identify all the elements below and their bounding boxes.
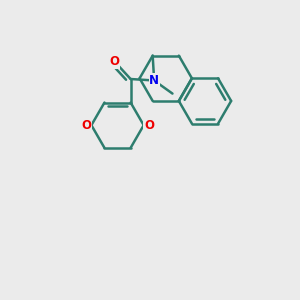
Text: N: N bbox=[149, 74, 159, 87]
Text: O: O bbox=[81, 119, 91, 132]
Text: O: O bbox=[110, 55, 120, 68]
Text: O: O bbox=[144, 119, 154, 132]
